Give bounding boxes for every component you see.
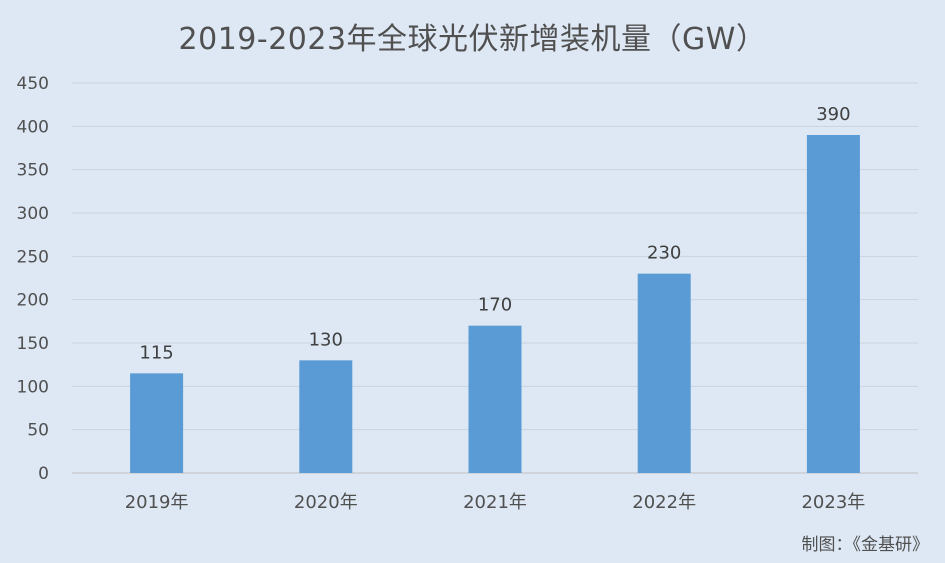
y-tick-label: 250 [17, 247, 49, 267]
y-tick-label: 200 [17, 291, 49, 311]
x-tick-label: 2022年 [632, 492, 696, 513]
chart-title: 2019-2023年全球光伏新增装机量（GW） [178, 22, 767, 57]
data-label: 230 [647, 243, 681, 264]
y-tick-label: 450 [17, 74, 49, 94]
bar [299, 360, 353, 473]
x-tick-label: 2020年 [294, 492, 358, 513]
bar [130, 373, 184, 473]
x-tick-label: 2021年 [463, 492, 527, 513]
bar [806, 135, 860, 473]
x-tick-label: 2023年 [801, 492, 865, 513]
bar [637, 273, 691, 473]
data-label: 390 [816, 104, 850, 125]
y-tick-label: 300 [17, 204, 49, 224]
data-label: 115 [139, 342, 173, 363]
x-tick-label: 2019年 [125, 492, 189, 513]
y-tick-label: 350 [17, 161, 49, 181]
data-label: 170 [478, 295, 512, 316]
bar [468, 325, 522, 473]
y-tick-label: 0 [38, 464, 49, 484]
y-tick-label: 400 [17, 117, 49, 137]
y-tick-label: 50 [27, 421, 49, 441]
y-tick-label: 150 [17, 334, 49, 354]
y-tick-label: 100 [17, 377, 49, 397]
credit-text: 制图：《金基研》 [801, 535, 930, 555]
data-label: 130 [309, 329, 343, 350]
